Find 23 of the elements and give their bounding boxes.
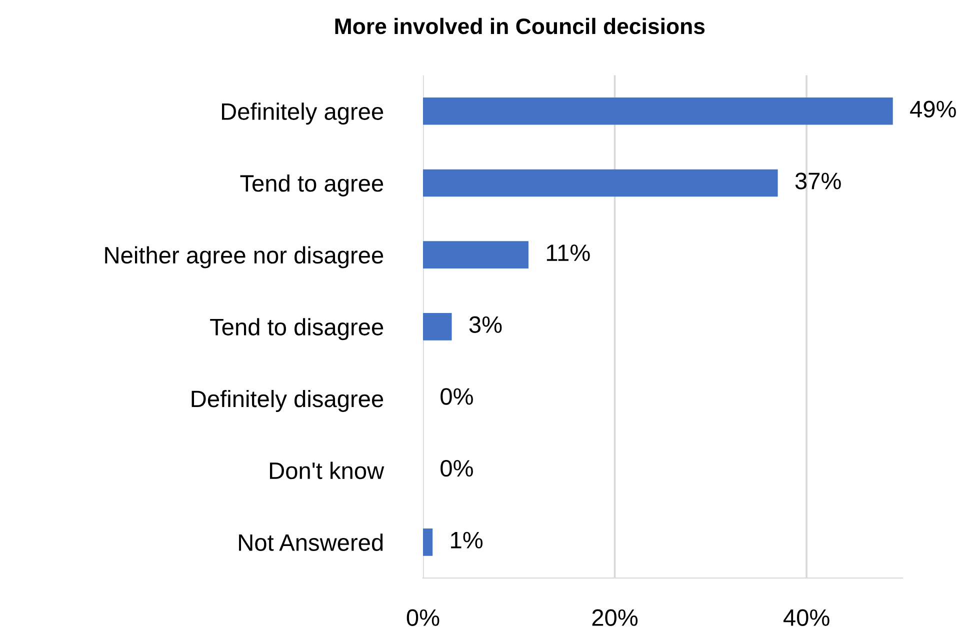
y-tick-label: Definitely agree — [222, 102, 384, 125]
data-label: 0% — [440, 460, 473, 477]
bar — [422, 169, 778, 197]
y-tick-label: Definitely disagree — [192, 390, 384, 412]
data-label: 37% — [795, 172, 841, 190]
bar — [422, 313, 452, 340]
data-label: 1% — [451, 532, 483, 548]
bar — [422, 241, 528, 268]
x-tick-label: 20% — [592, 609, 638, 626]
y-tick-label: Neither agree nor disagree — [105, 246, 384, 268]
bar — [422, 98, 893, 125]
data-label: 0% — [440, 388, 473, 405]
x-tick-label: 40% — [783, 609, 830, 626]
y-tick-label: Not Answered — [239, 534, 383, 551]
data-label: 11% — [546, 244, 590, 262]
x-tick-label: 0% — [406, 609, 440, 626]
data-label: 49% — [910, 100, 956, 118]
y-tick-label: Tend to agree — [240, 174, 384, 196]
data-label: 3% — [469, 316, 502, 334]
y-tick-label: Don't know — [270, 462, 384, 480]
bar — [422, 528, 433, 556]
chart-title: More involved in Council decisions — [335, 18, 705, 34]
y-tick-label: Tend to disagree — [210, 318, 384, 340]
